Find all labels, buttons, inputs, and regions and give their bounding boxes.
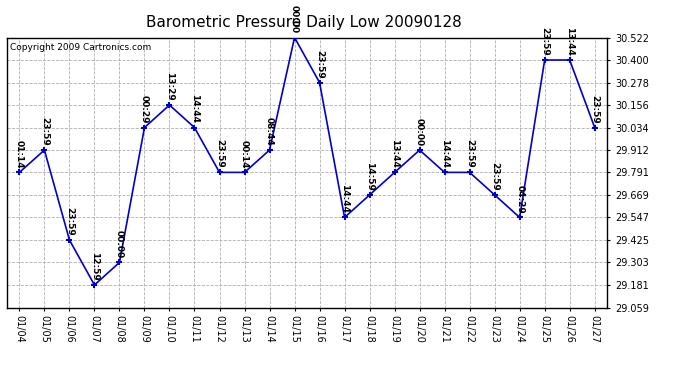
Text: Copyright 2009 Cartronics.com: Copyright 2009 Cartronics.com: [10, 43, 151, 52]
Text: 14:59: 14:59: [365, 162, 374, 191]
Text: 08:44: 08:44: [265, 117, 274, 146]
Text: 23:59: 23:59: [540, 27, 549, 56]
Text: Barometric Pressure Daily Low 20090128: Barometric Pressure Daily Low 20090128: [146, 15, 462, 30]
Text: 00:00: 00:00: [115, 230, 124, 258]
Text: 14:44: 14:44: [440, 139, 449, 168]
Text: 13:44: 13:44: [390, 140, 399, 168]
Text: 23:59: 23:59: [40, 117, 49, 146]
Text: 13:29: 13:29: [165, 72, 174, 101]
Text: 00:00: 00:00: [415, 118, 424, 146]
Text: 14:44: 14:44: [340, 184, 349, 213]
Text: 04:29: 04:29: [515, 184, 524, 213]
Text: 23:59: 23:59: [65, 207, 74, 236]
Text: 13:44: 13:44: [565, 27, 574, 56]
Text: 23:59: 23:59: [215, 140, 224, 168]
Text: 23:59: 23:59: [465, 140, 474, 168]
Text: 00:29: 00:29: [140, 95, 149, 123]
Text: 23:59: 23:59: [490, 162, 499, 191]
Text: 01:14: 01:14: [15, 140, 24, 168]
Text: 14:44: 14:44: [190, 94, 199, 123]
Text: 00:00: 00:00: [290, 5, 299, 33]
Text: 23:59: 23:59: [315, 50, 324, 78]
Text: 23:59: 23:59: [590, 94, 599, 123]
Text: 12:59: 12:59: [90, 252, 99, 281]
Text: 00:14: 00:14: [240, 140, 249, 168]
